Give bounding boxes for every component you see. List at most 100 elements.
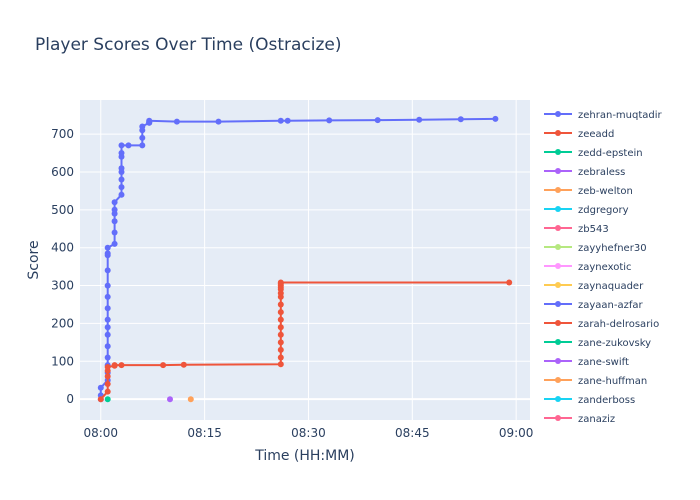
data-point	[284, 117, 291, 124]
data-point	[374, 117, 381, 124]
legend-swatch-marker	[555, 377, 561, 383]
data-point	[457, 116, 464, 123]
y-tick-label: 400	[51, 241, 74, 255]
data-point	[118, 150, 125, 156]
data-point	[97, 384, 104, 391]
legend-label: zeb-welton	[578, 186, 633, 197]
data-point	[160, 362, 167, 369]
y-tick-label: 0	[66, 392, 74, 406]
data-point	[277, 361, 284, 368]
data-point	[111, 240, 118, 247]
data-point	[104, 373, 111, 380]
data-point	[111, 199, 118, 206]
legend-item: zayyhefner30	[544, 243, 647, 254]
y-tick-label: 100	[51, 354, 74, 368]
legend-item: zayaan-azfar	[544, 300, 644, 311]
data-point	[104, 282, 111, 289]
data-point	[187, 396, 194, 403]
data-point	[104, 364, 111, 370]
data-point	[104, 267, 111, 274]
legend-label: zb543	[578, 224, 609, 235]
data-point	[277, 339, 284, 346]
data-point	[215, 118, 222, 125]
legend-swatch-marker	[555, 358, 561, 364]
data-point	[104, 388, 111, 395]
legend-item: zehran-muqtadir	[544, 110, 663, 121]
data-point	[139, 123, 146, 130]
legend-swatch-marker	[555, 339, 561, 345]
legend-swatch-marker	[555, 396, 561, 402]
series-zehran-muqtadir	[97, 115, 499, 403]
legend: zehran-muqtadir zeeadd zedd-epstein zebrale…	[544, 110, 663, 422]
y-tick-label: 300	[51, 279, 74, 293]
data-point	[104, 343, 111, 350]
legend-label: zehran-muqtadir	[578, 110, 663, 121]
data-point	[104, 396, 111, 403]
x-tick-label: 08:30	[291, 426, 326, 440]
legend-item: zane-huffman	[544, 376, 647, 387]
legend-swatch-marker	[555, 187, 561, 193]
legend-item: zebraless	[544, 167, 625, 178]
legend-label: zebraless	[578, 167, 625, 178]
legend-item: zanderboss	[544, 395, 635, 406]
data-point	[111, 362, 118, 369]
grid-layer	[80, 100, 530, 420]
legend-swatch-marker	[555, 301, 561, 307]
legend-swatch-marker	[555, 168, 561, 174]
data-point	[173, 118, 180, 125]
legend-swatch-marker	[555, 415, 561, 421]
legend-swatch-marker	[555, 130, 561, 136]
legend-item: zedd-epstein	[544, 148, 643, 159]
legend-swatch-marker	[555, 111, 561, 117]
legend-swatch-marker	[555, 263, 561, 269]
data-point	[118, 184, 125, 191]
data-point	[104, 305, 111, 312]
legend-label: zanderboss	[578, 395, 635, 406]
data-point	[139, 134, 146, 141]
plot-area	[80, 100, 530, 420]
data-point	[277, 117, 284, 124]
legend-item: zeeadd	[544, 129, 614, 140]
legend-swatch-marker	[555, 282, 561, 288]
data-point	[104, 316, 111, 323]
data-point	[118, 165, 125, 172]
legend-label: zanaziz	[578, 414, 615, 422]
y-tick-label: 700	[51, 127, 74, 141]
data-point	[111, 229, 118, 236]
legend-label: zayyhefner30	[578, 243, 647, 254]
legend-scroll-area[interactable]: zehran-muqtadir zeeadd zedd-epstein zebrale…	[540, 104, 700, 422]
legend-label: zane-huffman	[578, 376, 647, 387]
data-point	[146, 117, 153, 124]
chart-title: Player Scores Over Time (Ostracize)	[35, 35, 342, 55]
data-point	[118, 362, 125, 369]
data-point	[277, 331, 284, 338]
x-tick-label: 08:00	[83, 426, 118, 440]
data-point	[167, 396, 173, 403]
data-point	[277, 324, 284, 331]
data-point	[104, 293, 111, 300]
data-point	[104, 324, 111, 331]
legend-item: zb543	[544, 224, 609, 235]
legend-item: zaynexotic	[544, 262, 632, 273]
series-zeb-welton	[187, 396, 194, 403]
legend-label: zane-zukovsky	[578, 338, 651, 349]
data-point	[277, 346, 284, 353]
legend-label: zedd-epstein	[578, 148, 643, 159]
data-point	[277, 316, 284, 323]
data-point	[139, 142, 146, 149]
y-tick-label: 200	[51, 316, 74, 330]
legend-label: zarah-delrosario	[578, 319, 659, 330]
data-point	[111, 218, 118, 225]
legend-item: zarah-delrosario	[544, 319, 659, 330]
data-point	[104, 331, 111, 338]
legend-item: zaynaquader	[544, 281, 644, 292]
legend-item: zdgregory	[544, 205, 629, 216]
y-axis-label: Score	[26, 240, 42, 279]
data-point	[326, 117, 333, 124]
data-point	[104, 250, 111, 257]
data-point	[277, 279, 284, 286]
tick-labels: 0 100 200 300 400 500 600 700 08:00 08:15 08:30 08:…	[51, 127, 533, 440]
legend-label: zaynexotic	[578, 262, 632, 273]
series-layer	[97, 115, 513, 403]
